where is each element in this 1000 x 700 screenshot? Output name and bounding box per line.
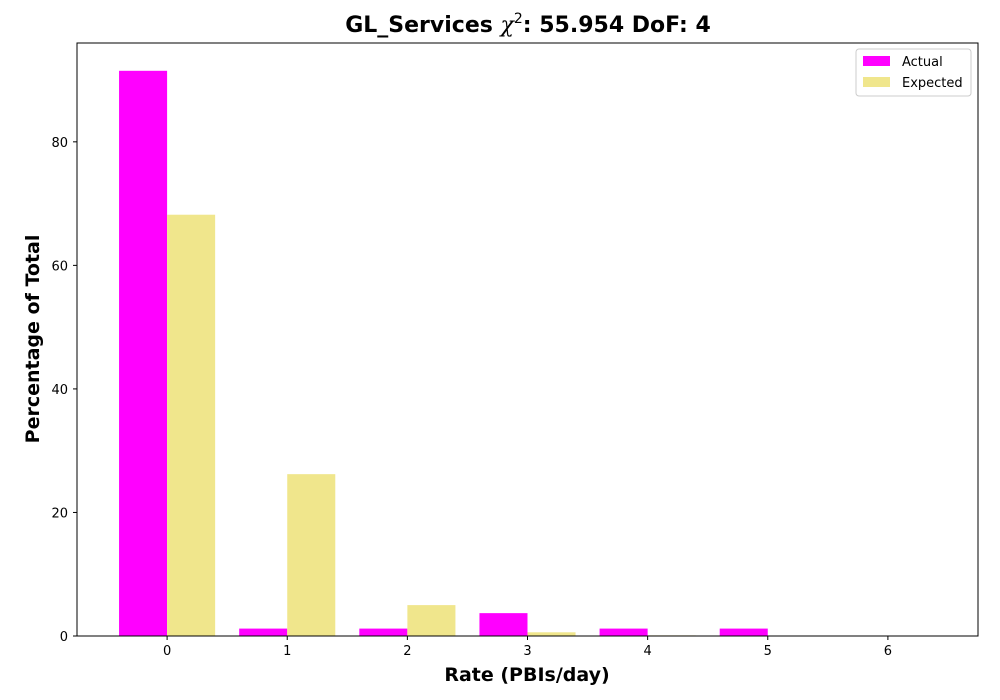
bar-expected-2 <box>407 605 456 636</box>
legend-label-expected: Expected <box>902 76 963 91</box>
bars-group <box>119 70 768 637</box>
bar-expected-3 <box>527 632 576 636</box>
bar-expected-1 <box>287 474 336 636</box>
chart-title: GL_Services χ2: 55.954 DoF: 4 <box>345 11 711 38</box>
legend-swatch-actual <box>863 56 890 66</box>
bar-actual-1 <box>239 628 288 636</box>
y-tick-label: 20 <box>51 506 68 521</box>
x-tick-label: 0 <box>163 644 171 659</box>
bar-actual-5 <box>719 628 768 636</box>
y-tick-label: 40 <box>51 383 68 398</box>
x-ticks: 0 1 2 3 4 5 6 <box>163 636 892 659</box>
bar-actual-3 <box>479 613 528 636</box>
x-axis-label: Rate (PBIs/day) <box>444 664 609 686</box>
y-axis-label: Percentage of Total <box>22 235 44 444</box>
x-tick-label: 3 <box>523 644 531 659</box>
legend-swatch-expected <box>863 77 890 87</box>
bar-actual-4 <box>599 628 648 636</box>
x-tick-label: 2 <box>403 644 411 659</box>
y-tick-label: 60 <box>51 259 68 274</box>
x-tick-label: 1 <box>283 644 291 659</box>
legend: Actual Expected <box>855 48 972 97</box>
legend-label-actual: Actual <box>902 55 943 70</box>
plot-frame <box>76 42 979 637</box>
y-ticks: 0 20 40 60 80 <box>51 136 77 645</box>
bar-actual-0 <box>119 70 168 637</box>
x-tick-label: 5 <box>764 644 772 659</box>
y-tick-label: 0 <box>60 630 68 645</box>
bar-expected-0 <box>167 214 216 636</box>
x-tick-label: 4 <box>643 644 651 659</box>
bar-actual-2 <box>359 628 408 636</box>
x-tick-label: 6 <box>884 644 892 659</box>
y-tick-label: 80 <box>51 136 68 151</box>
